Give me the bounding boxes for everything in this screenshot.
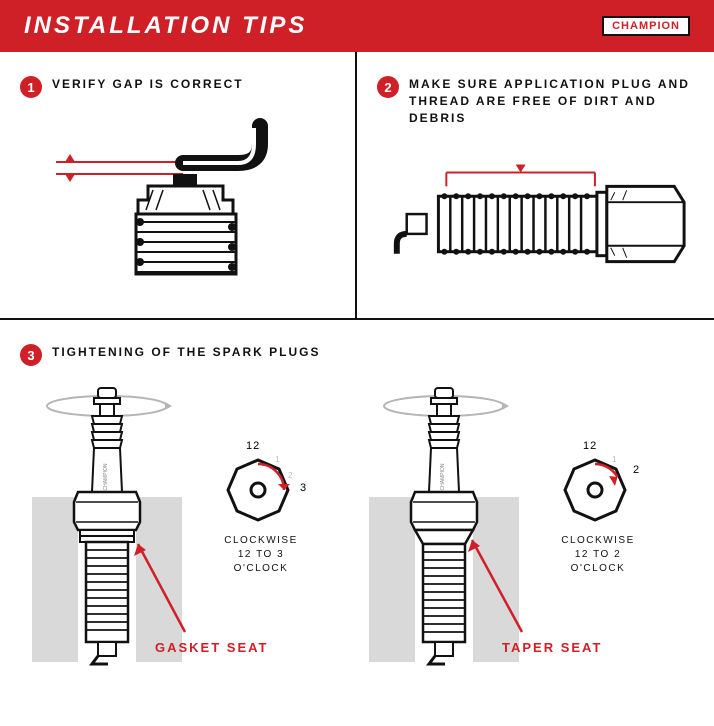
clock-3-left: 3 [300, 482, 307, 494]
gap-diagram-svg [28, 114, 328, 294]
rot-left-1: CLOCKWISE [224, 535, 298, 546]
rot-right-1: CLOCKWISE [561, 535, 635, 546]
step-2-badge: 2 [377, 76, 399, 98]
thread-diagram-svg [377, 142, 694, 302]
clock-12-right: 12 [583, 440, 597, 452]
panel-step-2: 2 MAKE SURE APPLICATION PLUG AND THREAD … [357, 52, 714, 318]
step-3-text: TIGHTENING OF THE SPARK PLUGS [52, 344, 320, 361]
brand-logo: CHAMPION [602, 16, 690, 36]
svg-text:1: 1 [612, 455, 617, 464]
rotation-label-left: CLOCKWISE 12 TO 3 O'CLOCK [216, 534, 306, 576]
step-1-badge: 1 [20, 76, 42, 98]
taper-seat-label: TAPER SEAT [502, 640, 602, 655]
taper-seat-col: CHAMPION [357, 382, 694, 702]
svg-text:1: 1 [275, 455, 280, 464]
gasket-seat-col: CHAMPION [20, 382, 357, 702]
gasket-plug-svg: CHAMPION [20, 382, 360, 682]
rotation-label-right: CLOCKWISE 12 TO 2 O'CLOCK [553, 534, 643, 576]
taper-plug-svg: CHAMPION [357, 382, 697, 682]
svg-text:2: 2 [288, 471, 293, 480]
svg-text:CHAMPION: CHAMPION [103, 463, 109, 490]
step-3-badge: 3 [20, 344, 42, 366]
page-title: INSTALLATION TIPS [24, 12, 307, 40]
clock-12-left: 12 [246, 440, 260, 452]
step-3-header: 3 TIGHTENING OF THE SPARK PLUGS [20, 344, 694, 366]
clock-2-right: 2 [633, 464, 640, 476]
top-section: 1 VERIFY GAP IS CORRECT [0, 52, 714, 320]
panel-step-1: 1 VERIFY GAP IS CORRECT [0, 52, 357, 318]
step-2-diagram [377, 142, 694, 302]
svg-text:CHAMPION: CHAMPION [440, 463, 446, 490]
panel-step-3: 3 TIGHTENING OF THE SPARK PLUGS [0, 320, 714, 726]
header-bar: INSTALLATION TIPS CHAMPION [0, 0, 714, 52]
gasket-seat-label: GASKET SEAT [155, 640, 269, 655]
step-2-text: MAKE SURE APPLICATION PLUG AND THREAD AR… [409, 76, 694, 126]
step-1-header: 1 VERIFY GAP IS CORRECT [20, 76, 335, 98]
step-2-header: 2 MAKE SURE APPLICATION PLUG AND THREAD … [377, 76, 694, 126]
step-1-text: VERIFY GAP IS CORRECT [52, 76, 244, 93]
tightening-row: CHAMPION [20, 382, 694, 702]
rot-right-2: 12 TO 2 O'CLOCK [571, 549, 626, 574]
rot-left-2: 12 TO 3 O'CLOCK [234, 549, 289, 574]
step-1-diagram [20, 114, 335, 294]
